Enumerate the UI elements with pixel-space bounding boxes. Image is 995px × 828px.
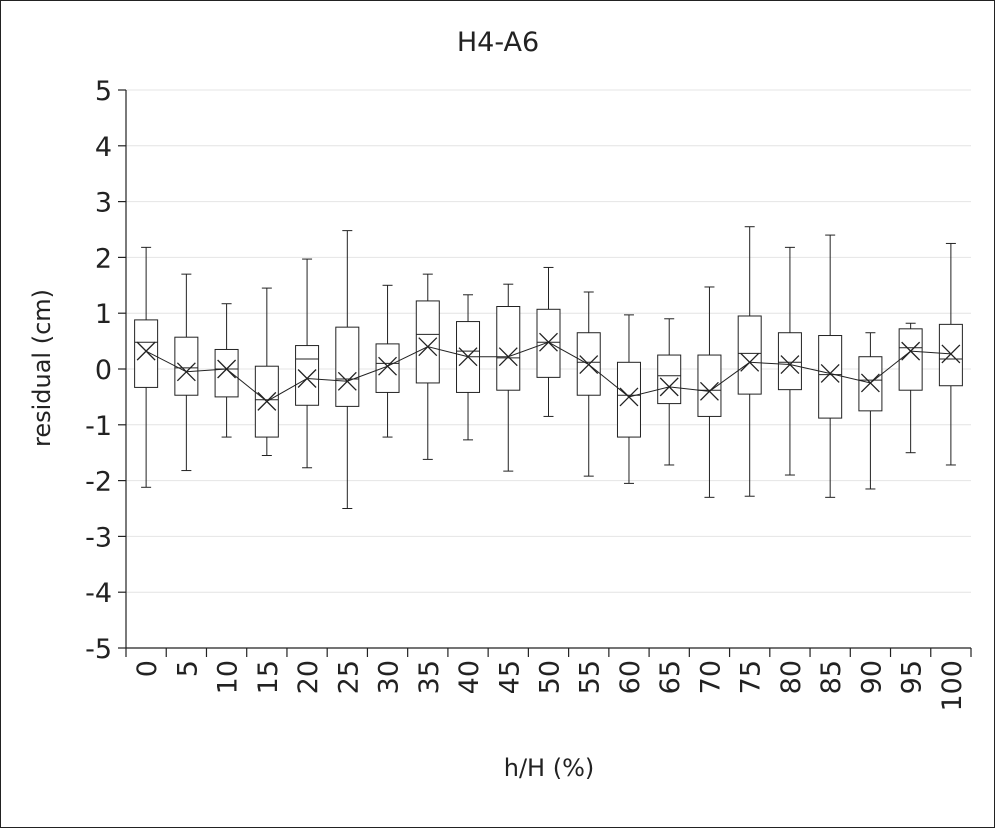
chart-title: H4-A6 xyxy=(457,27,539,58)
y-tick-label: -2 xyxy=(85,467,112,498)
x-tick-label: 50 xyxy=(535,660,566,694)
mean-marker xyxy=(619,387,639,407)
mean-marker xyxy=(217,359,237,379)
mean-marker xyxy=(418,337,438,357)
mean-marker xyxy=(699,381,719,401)
mean-marker xyxy=(860,373,880,393)
box xyxy=(415,300,440,384)
box xyxy=(818,335,843,419)
x-tick-label: 35 xyxy=(414,660,445,694)
y-tick-label: 5 xyxy=(95,76,112,107)
box xyxy=(134,319,159,388)
x-tick-label: 55 xyxy=(575,660,606,694)
x-tick-label: 10 xyxy=(213,660,244,694)
box xyxy=(295,345,320,406)
x-axis-label: h/H (%) xyxy=(504,754,595,782)
mean-marker xyxy=(579,355,599,374)
y-tick-label: 3 xyxy=(95,188,112,219)
y-tick-label: 1 xyxy=(95,299,112,330)
x-tick-label: 100 xyxy=(937,660,968,712)
x-tick-label: 5 xyxy=(172,660,203,677)
y-tick-label: -4 xyxy=(85,578,112,609)
box xyxy=(898,328,923,391)
mean-marker xyxy=(659,377,679,397)
x-tick-label: 60 xyxy=(615,660,646,694)
box xyxy=(174,336,199,396)
mean-marker xyxy=(176,362,196,382)
box xyxy=(335,326,360,407)
x-tick-label: 85 xyxy=(816,660,847,694)
box xyxy=(657,354,682,405)
box xyxy=(938,323,963,387)
mean-marker xyxy=(257,391,277,411)
box xyxy=(214,348,239,398)
x-tick-label: 80 xyxy=(776,660,807,694)
y-tick-label: 0 xyxy=(95,355,112,386)
mean-marker xyxy=(539,332,558,352)
box xyxy=(777,332,802,391)
x-tick-label: 20 xyxy=(293,660,324,694)
mean-marker xyxy=(780,355,800,374)
x-tick-label: 45 xyxy=(494,660,525,694)
y-axis-label: residual (cm) xyxy=(28,289,56,447)
mean-marker xyxy=(378,356,398,376)
mean-marker xyxy=(337,371,357,391)
x-tick-label: 95 xyxy=(897,660,928,694)
y-tick-label: -3 xyxy=(85,522,112,553)
y-tick-label: 2 xyxy=(95,243,112,274)
box xyxy=(496,306,521,391)
x-tick-label: 15 xyxy=(253,660,284,694)
box xyxy=(536,308,561,378)
mean-marker xyxy=(820,364,840,383)
box xyxy=(697,354,722,417)
y-tick-label: -1 xyxy=(85,411,112,442)
mean-marker xyxy=(136,341,156,361)
mean-marker xyxy=(458,347,478,367)
y-tick-label: -5 xyxy=(85,634,112,665)
mean-marker xyxy=(297,369,317,388)
box xyxy=(375,343,400,393)
x-tick-label: 0 xyxy=(132,660,163,677)
box xyxy=(616,361,641,438)
mean-marker xyxy=(901,341,921,361)
box xyxy=(737,315,762,395)
x-tick-label: 25 xyxy=(333,660,364,694)
x-tick-label: 75 xyxy=(736,660,767,694)
mean-marker xyxy=(740,352,760,372)
x-tick-label: 90 xyxy=(856,660,887,694)
x-tick-label: 70 xyxy=(695,660,726,694)
x-tick-label: 65 xyxy=(655,660,686,694)
x-tick-label: 30 xyxy=(374,660,405,694)
mean-marker xyxy=(941,344,961,364)
mean-marker xyxy=(498,347,518,367)
x-tick-label: 40 xyxy=(454,660,485,694)
y-tick-label: 4 xyxy=(95,132,112,163)
